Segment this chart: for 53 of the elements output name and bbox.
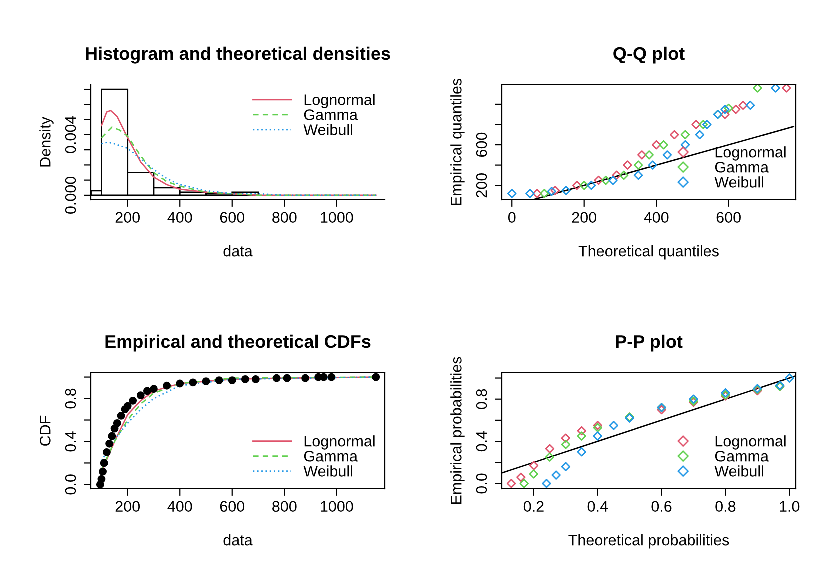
- y-axis-title: CDF: [40, 416, 51, 446]
- y-tick-label: 0.4: [476, 431, 488, 452]
- x-tick-label: 600: [716, 212, 741, 224]
- chart-title: Histogram and theoretical densities: [86, 46, 390, 64]
- legend-label: Lognormal: [716, 146, 786, 161]
- y-tick-label: 0.8: [65, 388, 76, 409]
- x-axis-title: data: [224, 534, 253, 546]
- x-tick-label: 600: [220, 212, 245, 224]
- x-axis-title: Theoretical quantiles: [578, 245, 719, 260]
- legend-label: Lognormal: [304, 94, 375, 108]
- x-tick-label: 600: [220, 501, 245, 512]
- x-tick-label: 400: [644, 212, 669, 224]
- x-tick-label: 400: [168, 501, 192, 512]
- chart-title: P-P plot: [616, 334, 683, 352]
- chart-title: Empirical and theoretical CDFs: [106, 334, 371, 352]
- legend-label: Weibull: [304, 466, 352, 477]
- x-tick-label: 200: [116, 212, 140, 224]
- y-tick-label: 0.0: [476, 474, 488, 494]
- x-tick-label: 200: [116, 501, 140, 512]
- x-tick-label: 0.4: [588, 501, 608, 512]
- y-tick-label: 600: [476, 132, 488, 158]
- y-tick-label: 0.004: [65, 116, 76, 154]
- x-tick-label: 0.8: [716, 501, 736, 512]
- y-tick-label: 0.000: [65, 176, 76, 214]
- legend-label: Gamma: [304, 110, 358, 120]
- y-axis-title: Density: [40, 117, 54, 167]
- chart-title: Q-Q plot: [614, 46, 685, 64]
- x-tick-label: 0: [508, 212, 516, 224]
- legend-label: Lognormal: [716, 436, 786, 450]
- legend-label: Weibull: [714, 176, 764, 188]
- x-tick-label: 800: [272, 212, 297, 224]
- x-tick-label: 0.2: [524, 501, 544, 512]
- x-tick-label: 1.0: [780, 501, 800, 512]
- legend-label: Gamma: [715, 162, 769, 173]
- legend-label: Weibull: [304, 124, 352, 136]
- x-tick-label: 0.6: [652, 501, 672, 512]
- y-tick-label: 0.0: [65, 474, 76, 495]
- x-tick-label: 400: [168, 212, 192, 224]
- x-axis-title: data: [224, 245, 253, 257]
- x-tick-label: 1000: [321, 212, 354, 224]
- x-tick-label: 800: [272, 501, 297, 512]
- y-tick-label: 200: [476, 173, 488, 198]
- legend-label: Lognormal: [304, 436, 375, 450]
- legend-label: Gamma: [304, 450, 358, 462]
- legend-label: Weibull: [714, 466, 764, 477]
- legend-label: Gamma: [715, 450, 769, 462]
- y-axis-title: Empirical probabilities: [450, 357, 465, 504]
- y-tick-label: 0.4: [65, 432, 76, 452]
- y-tick-label: 0.8: [476, 389, 488, 410]
- x-tick-label: 200: [572, 212, 596, 224]
- x-axis-title: Theoretical probabilities: [568, 534, 730, 549]
- y-axis-title: Empirical quantiles: [450, 78, 465, 206]
- x-tick-label: 1000: [321, 501, 354, 512]
